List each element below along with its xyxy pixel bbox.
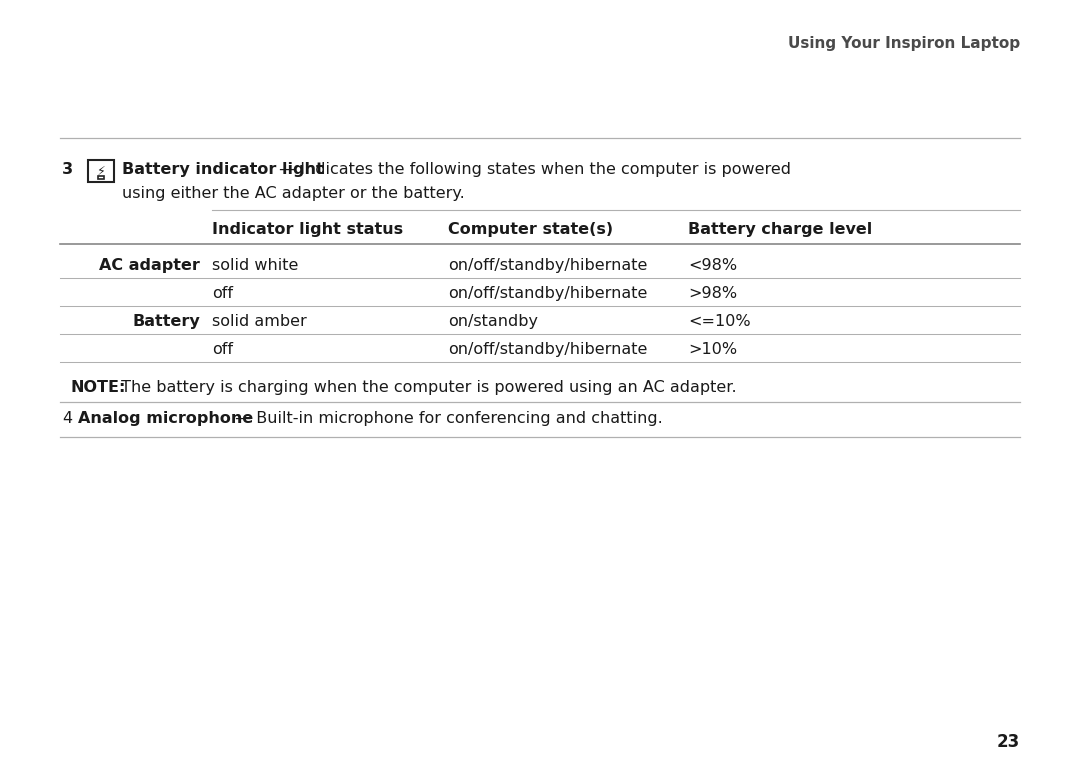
FancyBboxPatch shape	[87, 160, 114, 182]
Text: on/off/standby/hibernate: on/off/standby/hibernate	[448, 342, 647, 357]
Text: NOTE:: NOTE:	[70, 380, 125, 395]
Text: on/off/standby/hibernate: on/off/standby/hibernate	[448, 258, 647, 273]
Text: Battery: Battery	[132, 314, 200, 329]
Text: 3: 3	[62, 162, 73, 177]
Bar	[98, 176, 104, 179]
Text: <=10%: <=10%	[688, 314, 751, 329]
Text: — Indicates the following states when the computer is powered: — Indicates the following states when th…	[274, 162, 791, 177]
Text: — Built-in microphone for conferencing and chatting.: — Built-in microphone for conferencing a…	[230, 411, 663, 426]
Text: >10%: >10%	[688, 342, 738, 357]
Text: Indicator light status: Indicator light status	[212, 222, 403, 237]
Text: The battery is charging when the computer is powered using an AC adapter.: The battery is charging when the compute…	[116, 380, 737, 395]
Text: solid white: solid white	[212, 258, 298, 273]
Text: 4: 4	[62, 411, 72, 426]
Text: ⚡: ⚡	[96, 165, 106, 178]
Text: <98%: <98%	[688, 258, 738, 273]
Text: Battery indicator light: Battery indicator light	[122, 162, 324, 177]
Text: Using Your Inspiron Laptop: Using Your Inspiron Laptop	[788, 36, 1020, 51]
Text: Battery charge level: Battery charge level	[688, 222, 873, 237]
Text: using either the AC adapter or the battery.: using either the AC adapter or the batte…	[122, 186, 464, 201]
Text: off: off	[212, 286, 233, 301]
Text: 23: 23	[997, 733, 1020, 751]
Text: >98%: >98%	[688, 286, 738, 301]
Text: solid amber: solid amber	[212, 314, 307, 329]
Text: off: off	[212, 342, 233, 357]
Text: on/off/standby/hibernate: on/off/standby/hibernate	[448, 286, 647, 301]
Text: Analog microphone: Analog microphone	[78, 411, 253, 426]
Text: AC adapter: AC adapter	[99, 258, 200, 273]
Text: Computer state(s): Computer state(s)	[448, 222, 613, 237]
Text: on/standby: on/standby	[448, 314, 538, 329]
